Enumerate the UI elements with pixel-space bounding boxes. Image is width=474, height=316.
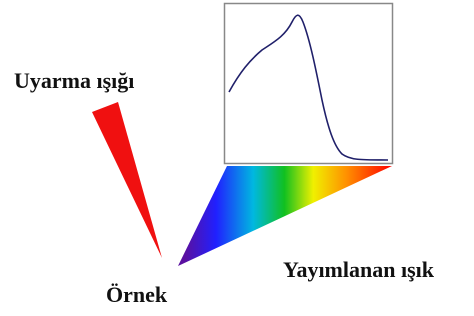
emission-fan [178, 166, 392, 266]
fluorescence-diagram: Uyarma ışığı Örnek Yayımlanan ışık [0, 0, 474, 316]
excitation-label: Uyarma ışığı [14, 68, 134, 93]
sample-label: Örnek [106, 282, 168, 307]
emission-label: Yayımlanan ışık [283, 257, 435, 282]
excitation-beam [92, 102, 162, 258]
spectrum-box [225, 4, 393, 164]
